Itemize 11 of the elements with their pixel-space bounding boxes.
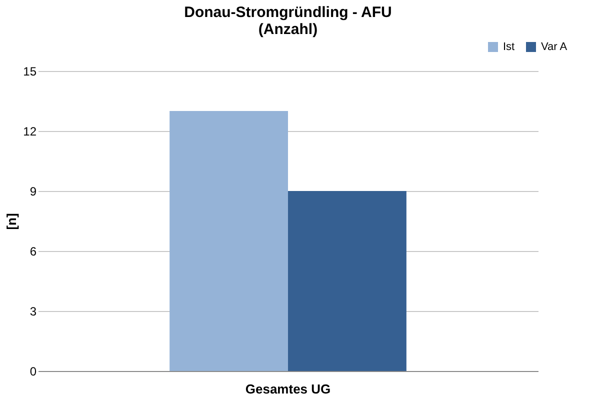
legend-label: Ist [503, 41, 515, 53]
y-tick-label: 6 [30, 244, 37, 258]
y-tick-label: 12 [23, 124, 37, 138]
legend-label: Var A [541, 41, 568, 53]
y-tick-label: 0 [30, 364, 37, 378]
y-tick-label: 15 [23, 64, 37, 78]
y-tick-label: 9 [30, 184, 37, 198]
chart-title: Donau-Stromgründling - AFU (Anzahl) [184, 4, 392, 38]
x-tick-label: Gesamtes UG [245, 382, 331, 396]
y-tick-label: 3 [30, 304, 37, 318]
y-axis-title: [n] [4, 213, 20, 230]
